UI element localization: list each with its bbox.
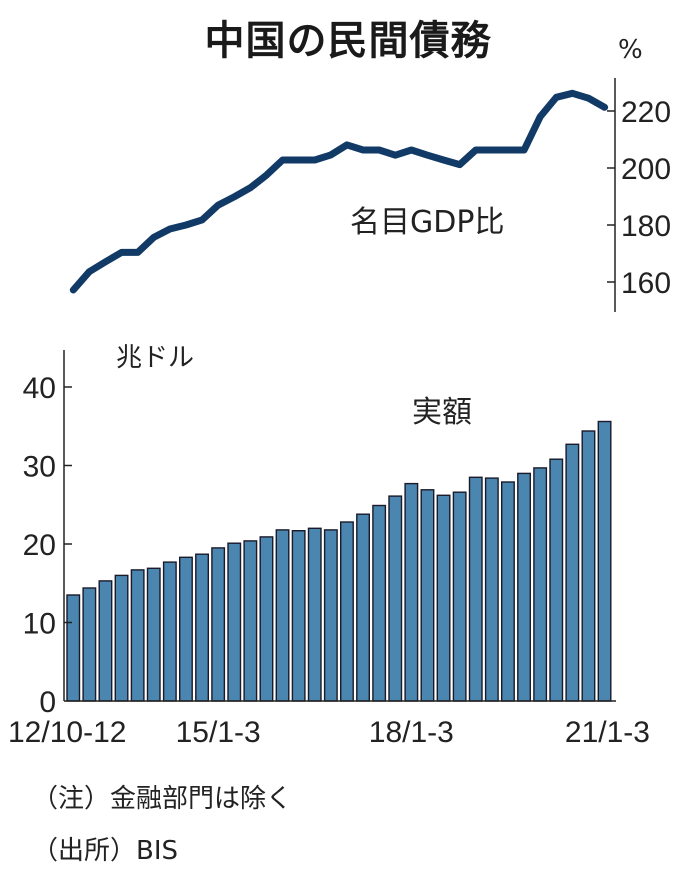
bar [307,527,322,702]
bar [581,430,596,702]
bar [372,504,387,702]
x-tick-label: 21/1-3 [565,716,650,749]
bar [162,561,177,702]
bar [243,540,258,702]
bar [484,477,499,702]
bar [549,458,564,702]
bar [259,536,274,702]
x-tick-label: 18/1-3 [369,716,454,749]
line-y-tick-label: 200 [621,153,671,186]
bar [436,494,451,702]
bars [66,420,612,702]
line-y-tick-label: 180 [621,210,671,243]
x-tick-label: 15/1-3 [176,716,261,749]
bar-chart: 兆ドル 実額 0 10 20 30 40 12/10-12 15/1-3 18/1-3 21/… [8,343,650,749]
bar [356,513,370,702]
bar [323,529,338,702]
bar [501,481,515,702]
bar-y-tick-label: 20 [23,529,56,562]
line-y-ticks: 160 180 200 220 [607,96,671,300]
footnote: （注）金融部門は除く [32,784,293,814]
bar [146,567,161,702]
amount-label: 実額 [412,395,472,430]
bar [565,443,580,702]
bar [130,569,145,702]
bar [452,491,467,702]
bar [533,467,548,702]
bar [340,521,354,702]
x-axis-labels: 12/10-12 15/1-3 18/1-3 21/1-3 [8,716,650,749]
bar-y-tick-label: 10 [23,608,56,641]
source-note: （出所）BIS [32,836,179,866]
gdp-ratio-label: 名目GDP比 [350,205,504,240]
bar [468,476,483,702]
bar-y-tick-label: 40 [23,372,56,405]
bar [98,580,113,702]
bar [597,420,612,702]
bar [227,542,242,702]
bar-y-ticks: 0 10 20 30 40 [23,372,72,719]
bar [388,495,403,702]
x-tick-label: 12/10-12 [8,716,126,749]
line-y-unit: % [618,35,643,65]
bar [66,594,81,702]
line-y-tick-label: 220 [621,96,671,129]
bar [291,530,306,702]
gdp-ratio-line [69,89,609,294]
bar [420,489,435,702]
line-y-tick-label: 160 [621,267,671,300]
bar-y-tick-label: 30 [23,451,56,484]
bar [178,556,193,702]
bar-y-unit: 兆ドル [116,343,194,373]
bar [211,547,226,702]
line-chart: % 160 180 200 220 名目GDP比 [69,35,671,312]
bar [517,472,531,702]
bar [195,553,210,702]
bar [275,529,290,702]
chart-title: 中国の民間債務 [204,18,492,64]
bar [82,587,97,702]
bar [404,482,419,702]
bar [114,574,129,702]
bar-y-tick-label: 0 [39,686,56,719]
